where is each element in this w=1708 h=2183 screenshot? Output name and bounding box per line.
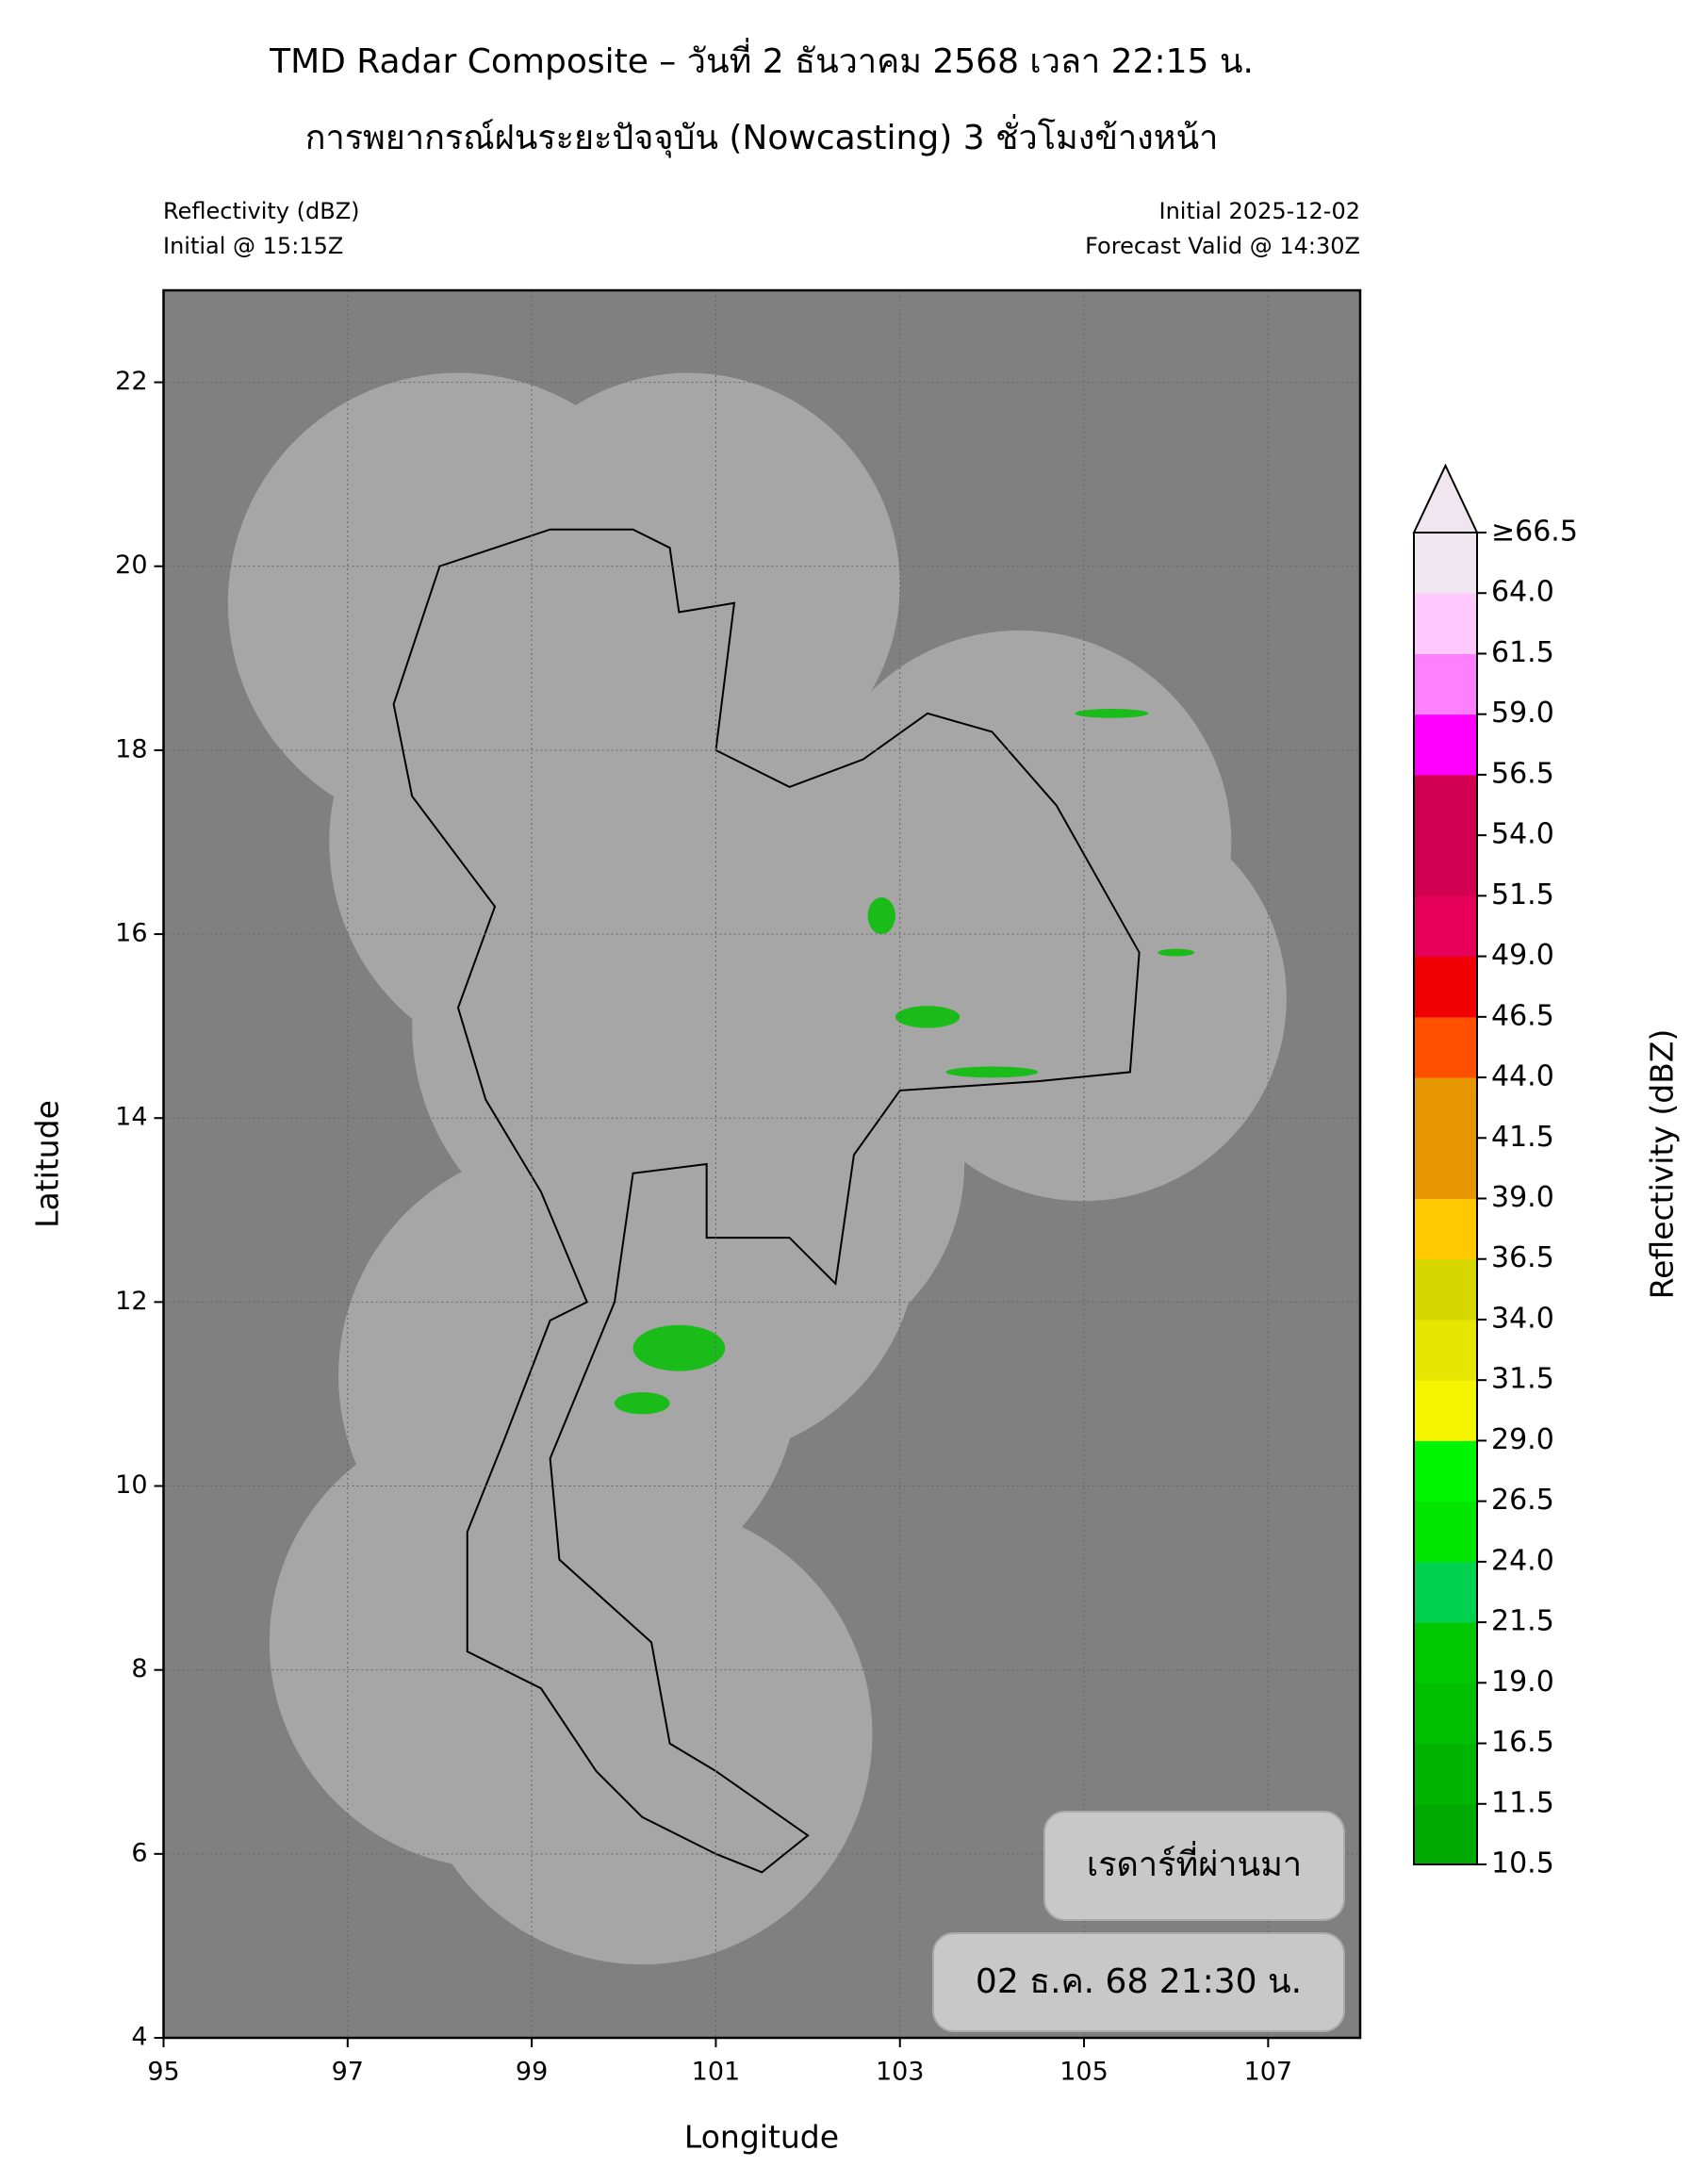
colorbar-tick-label: 61.5 (1491, 636, 1554, 669)
colorbar-band (1414, 895, 1477, 958)
colorbar-band (1414, 1501, 1477, 1563)
x-tick-label: 101 (692, 2058, 741, 2087)
title: TMD Radar Composite – วันที่ 2 ธันวาคม 2… (269, 38, 1254, 81)
info-left: Reflectivity (dBZ) (163, 198, 360, 224)
subtitle: การพยากรณ์ฝนระยะปัจจุบัน (Nowcasting) 3 … (305, 114, 1219, 158)
y-tick-label: 20 (115, 550, 147, 580)
map-frame (162, 288, 1362, 2040)
colorbar-band (1414, 1803, 1477, 1865)
past-box (1043, 1811, 1345, 1921)
colorbar-tick-label: 49.0 (1491, 939, 1554, 972)
colorbar-band (1414, 1077, 1477, 1139)
colorbar-band (1414, 835, 1477, 896)
colorbar-tick-label: 44.0 (1491, 1060, 1554, 1093)
y-axis-label: Latitude (29, 1100, 66, 1228)
colorbar-tick-label: 56.5 (1491, 757, 1554, 790)
y-tick-label: 10 (115, 1470, 147, 1500)
colorbar-band (1414, 1380, 1477, 1441)
rain-echo (867, 897, 895, 935)
past-label: เรดาร์ที่ผ่านมา (1087, 1841, 1302, 1884)
rain-echo (945, 1066, 1039, 1078)
colorbar-extend (1412, 463, 1479, 533)
colorbar-tick-label: 24.0 (1491, 1544, 1554, 1577)
colorbar-band (1414, 1138, 1477, 1199)
colorbar-tick-label: 41.5 (1491, 1121, 1554, 1154)
rain-echo (1075, 708, 1149, 718)
y-tick-label: 16 (115, 919, 147, 948)
y-tick-label: 22 (115, 367, 147, 396)
x-tick-label: 103 (876, 2058, 925, 2087)
country-border (392, 528, 1141, 1874)
colorbar-band (1414, 1258, 1477, 1321)
colorbar-tick-label: 34.0 (1491, 1302, 1554, 1335)
info-right: Initial 2025-12-02 (1158, 198, 1360, 224)
colorbar-band (1414, 1016, 1477, 1078)
radar-coverage (412, 1503, 873, 1965)
colorbar-band (1414, 1440, 1477, 1502)
colorbar-tick-label: 54.0 (1491, 818, 1554, 851)
colorbar-tick-label: 59.0 (1491, 697, 1554, 730)
colorbar-band (1414, 1561, 1477, 1623)
colorbar-tick-label: ≥66.5 (1491, 516, 1578, 549)
info-right: Forecast Valid @ 14:30Z (1085, 233, 1360, 259)
colorbar-tick-label: 46.5 (1491, 999, 1554, 1032)
colorbar-band (1414, 593, 1477, 654)
info-left: Initial @ 15:15Z (163, 233, 343, 259)
rain-echo (615, 1391, 670, 1415)
colorbar-tick-label: 36.5 (1491, 1241, 1554, 1274)
y-tick-label: 4 (131, 2023, 147, 2052)
y-tick-label: 6 (131, 1838, 147, 1867)
colorbar-band (1414, 1198, 1477, 1260)
colorbar-tick-label: 11.5 (1491, 1786, 1554, 1819)
colorbar-band (1414, 1319, 1477, 1381)
x-axis-label: Longitude (684, 2119, 839, 2156)
colorbar-tick-label: 51.5 (1491, 878, 1554, 911)
y-tick-label: 12 (115, 1287, 147, 1316)
x-tick-label: 105 (1059, 2058, 1109, 2087)
colorbar-tick-label: 26.5 (1491, 1484, 1554, 1517)
colorbar-tick-label: 31.5 (1491, 1363, 1554, 1396)
x-tick-label: 97 (332, 2058, 364, 2087)
x-tick-label: 107 (1244, 2058, 1293, 2087)
colorbar-tick-label: 21.5 (1491, 1605, 1554, 1638)
time-label: 02 ธ.ค. 68 21:30 น. (976, 1962, 1302, 2001)
colorbar-tick-label: 10.5 (1491, 1847, 1554, 1880)
colorbar-band (1414, 653, 1477, 715)
y-tick-label: 14 (115, 1103, 147, 1132)
colorbar-band (1414, 1622, 1477, 1683)
colorbar-tick-label: 39.0 (1491, 1181, 1554, 1214)
colorbar-tick-label: 16.5 (1491, 1726, 1554, 1759)
colorbar-tick-label: 29.0 (1491, 1423, 1554, 1456)
time-box (932, 1932, 1345, 2032)
colorbar-band (1414, 714, 1477, 776)
rain-echo (1158, 948, 1195, 957)
colorbar-tick-label: 19.0 (1491, 1666, 1554, 1699)
y-tick-label: 18 (115, 734, 147, 763)
colorbar-band (1414, 1682, 1477, 1745)
colorbar-band (1414, 1743, 1477, 1805)
colorbar-band (1414, 533, 1477, 594)
colorbar-tick-label: 64.0 (1491, 576, 1554, 609)
rain-echo (632, 1324, 726, 1371)
x-tick-label: 95 (147, 2058, 179, 2087)
x-tick-label: 99 (516, 2058, 548, 2087)
colorbar-band (1414, 956, 1477, 1018)
map-layer (163, 290, 1360, 2038)
colorbar-band (1414, 774, 1477, 836)
y-tick-label: 8 (131, 1654, 147, 1683)
colorbar-label: Reflectivity (dBZ) (1644, 1029, 1681, 1300)
rain-echo (895, 1006, 961, 1028)
